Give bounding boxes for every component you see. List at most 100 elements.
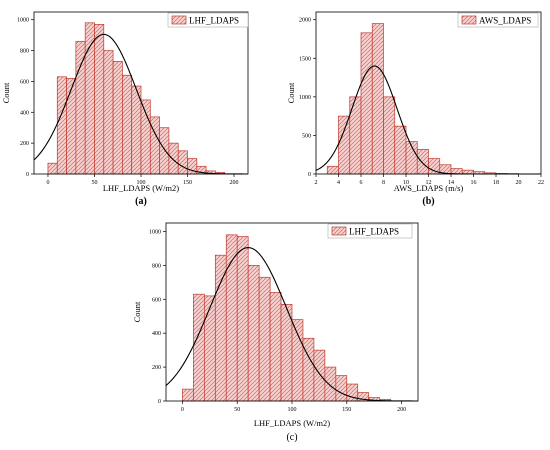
x-tick-label: 0: [181, 407, 184, 413]
histogram-bar: [193, 293, 205, 402]
histogram-bar: [103, 50, 114, 175]
histogram-bar: [159, 127, 170, 175]
histogram-bar: [302, 337, 315, 402]
legend-swatch: [461, 15, 477, 25]
x-tick-label: 6: [360, 180, 363, 186]
legend-label: LHF_LDAPS: [189, 16, 239, 26]
histogram-bar: [416, 148, 429, 175]
histogram-bar: [326, 165, 339, 175]
panel-label: (a): [135, 196, 147, 207]
x-tick-label: 50: [91, 180, 97, 186]
y-tick-label: 2000: [299, 18, 311, 24]
histogram-bar: [122, 74, 133, 175]
y-tick-label: 1000: [149, 229, 161, 235]
y-tick-label: 0: [158, 399, 161, 405]
y-tick-label: 0: [26, 172, 29, 178]
legend-swatch: [171, 15, 187, 25]
histogram-bar: [177, 150, 188, 175]
y-axis-label: Count: [132, 301, 142, 322]
legend-label: LHF_LDAPS: [349, 227, 399, 237]
normal-fit-curve: [165, 247, 418, 402]
x-tick-label: 12: [426, 180, 432, 186]
legend-swatch: [331, 226, 347, 236]
y-tick-label: 1000: [17, 18, 29, 24]
x-tick-label: 14: [448, 180, 454, 186]
x-tick-label: 50: [234, 407, 240, 413]
histogram-bar: [203, 295, 216, 402]
y-tick-label: 500: [302, 133, 311, 139]
histogram-bar: [225, 234, 238, 402]
x-tick-label: 2: [315, 180, 318, 186]
x-axis-label: LHF_LDAPS (W/m2): [103, 183, 179, 193]
histogram-bar: [280, 304, 293, 402]
x-tick-label: 16: [471, 180, 477, 186]
chart-panel: 0 50 100 150 200 0 200 400 600 800 1000 LHF_LDAPS (…: [132, 222, 419, 443]
x-tick-label: 18: [493, 180, 499, 186]
y-tick-label: 200: [20, 141, 29, 147]
histogram-bar: [371, 23, 384, 175]
x-tick-label: 150: [342, 407, 351, 413]
histogram-bar: [258, 276, 271, 402]
histogram-bar: [324, 366, 337, 402]
histogram-bar: [94, 23, 105, 175]
histogram-bar: [56, 76, 67, 175]
histogram-bar: [383, 96, 396, 175]
y-tick-label: 1000: [299, 95, 311, 101]
histogram-bar: [349, 96, 362, 175]
histogram-bar: [338, 115, 351, 175]
histogram-bar: [269, 292, 282, 402]
x-tick-label: 100: [137, 180, 146, 186]
histogram-bar: [291, 319, 304, 402]
legend-box: [327, 223, 413, 239]
histogram-bar: [394, 125, 407, 175]
histogram-bar: [360, 32, 373, 175]
x-tick-label: 0: [46, 180, 49, 186]
normal-fit-curve: [33, 33, 248, 175]
histogram-bar: [214, 254, 227, 402]
chart-panel: 0 50 100 150 200 0 200 400 600 800 1000 LHF_LDAPS (…: [1, 11, 249, 207]
x-tick-label: 22: [538, 180, 544, 186]
panel-label: (b): [422, 196, 434, 207]
legend: LHF_LDAPS: [167, 12, 249, 28]
x-tick-label: 8: [382, 180, 385, 186]
y-tick-label: 600: [20, 79, 29, 85]
histogram-bar: [335, 375, 348, 402]
y-tick-label: 0: [308, 172, 311, 178]
x-tick-label: 20: [516, 180, 522, 186]
x-tick-label: 200: [397, 407, 406, 413]
y-tick-label: 600: [152, 297, 161, 303]
histogram-bar: [84, 22, 95, 175]
y-tick-label: 1500: [299, 56, 311, 62]
x-tick-label: 100: [288, 407, 297, 413]
histogram-bar: [247, 265, 260, 402]
y-axis-label: Count: [1, 82, 11, 103]
chart-panel: 2 4 6 8 10 12 14 16 18 20 22 0 500 1000 1500 2000 AWS_LD…: [286, 11, 544, 207]
y-tick-label: 800: [20, 49, 29, 55]
x-axis-label: LHF_LDAPS (W/m2): [254, 418, 330, 428]
x-tick-label: 200: [230, 180, 239, 186]
x-tick-label: 150: [183, 180, 192, 186]
histogram-bar: [75, 40, 86, 175]
panel-label: (c): [286, 432, 297, 443]
histogram-bar: [182, 388, 194, 402]
y-tick-label: 200: [152, 365, 161, 371]
legend-box: [457, 12, 539, 28]
histogram-bar: [112, 61, 123, 175]
histogram-bar: [168, 142, 179, 175]
legend-box: [167, 12, 249, 28]
x-axis-label: AWS_LDAPS (m/s): [394, 183, 464, 193]
y-axis-label: Count: [286, 82, 296, 103]
histogram-bar: [140, 99, 151, 175]
legend: LHF_LDAPS: [327, 223, 413, 239]
histogram-bar: [313, 349, 326, 402]
histogram-bar: [66, 77, 77, 175]
legend: AWS_LDAPS: [457, 12, 539, 28]
legend-label: AWS_LDAPS: [479, 16, 531, 26]
x-tick-label: 4: [337, 180, 340, 186]
histogram-bar: [236, 236, 249, 402]
histogram-bar: [47, 162, 58, 175]
y-tick-label: 800: [152, 263, 161, 269]
y-tick-label: 400: [20, 110, 29, 116]
x-tick-label: 10: [403, 180, 409, 186]
